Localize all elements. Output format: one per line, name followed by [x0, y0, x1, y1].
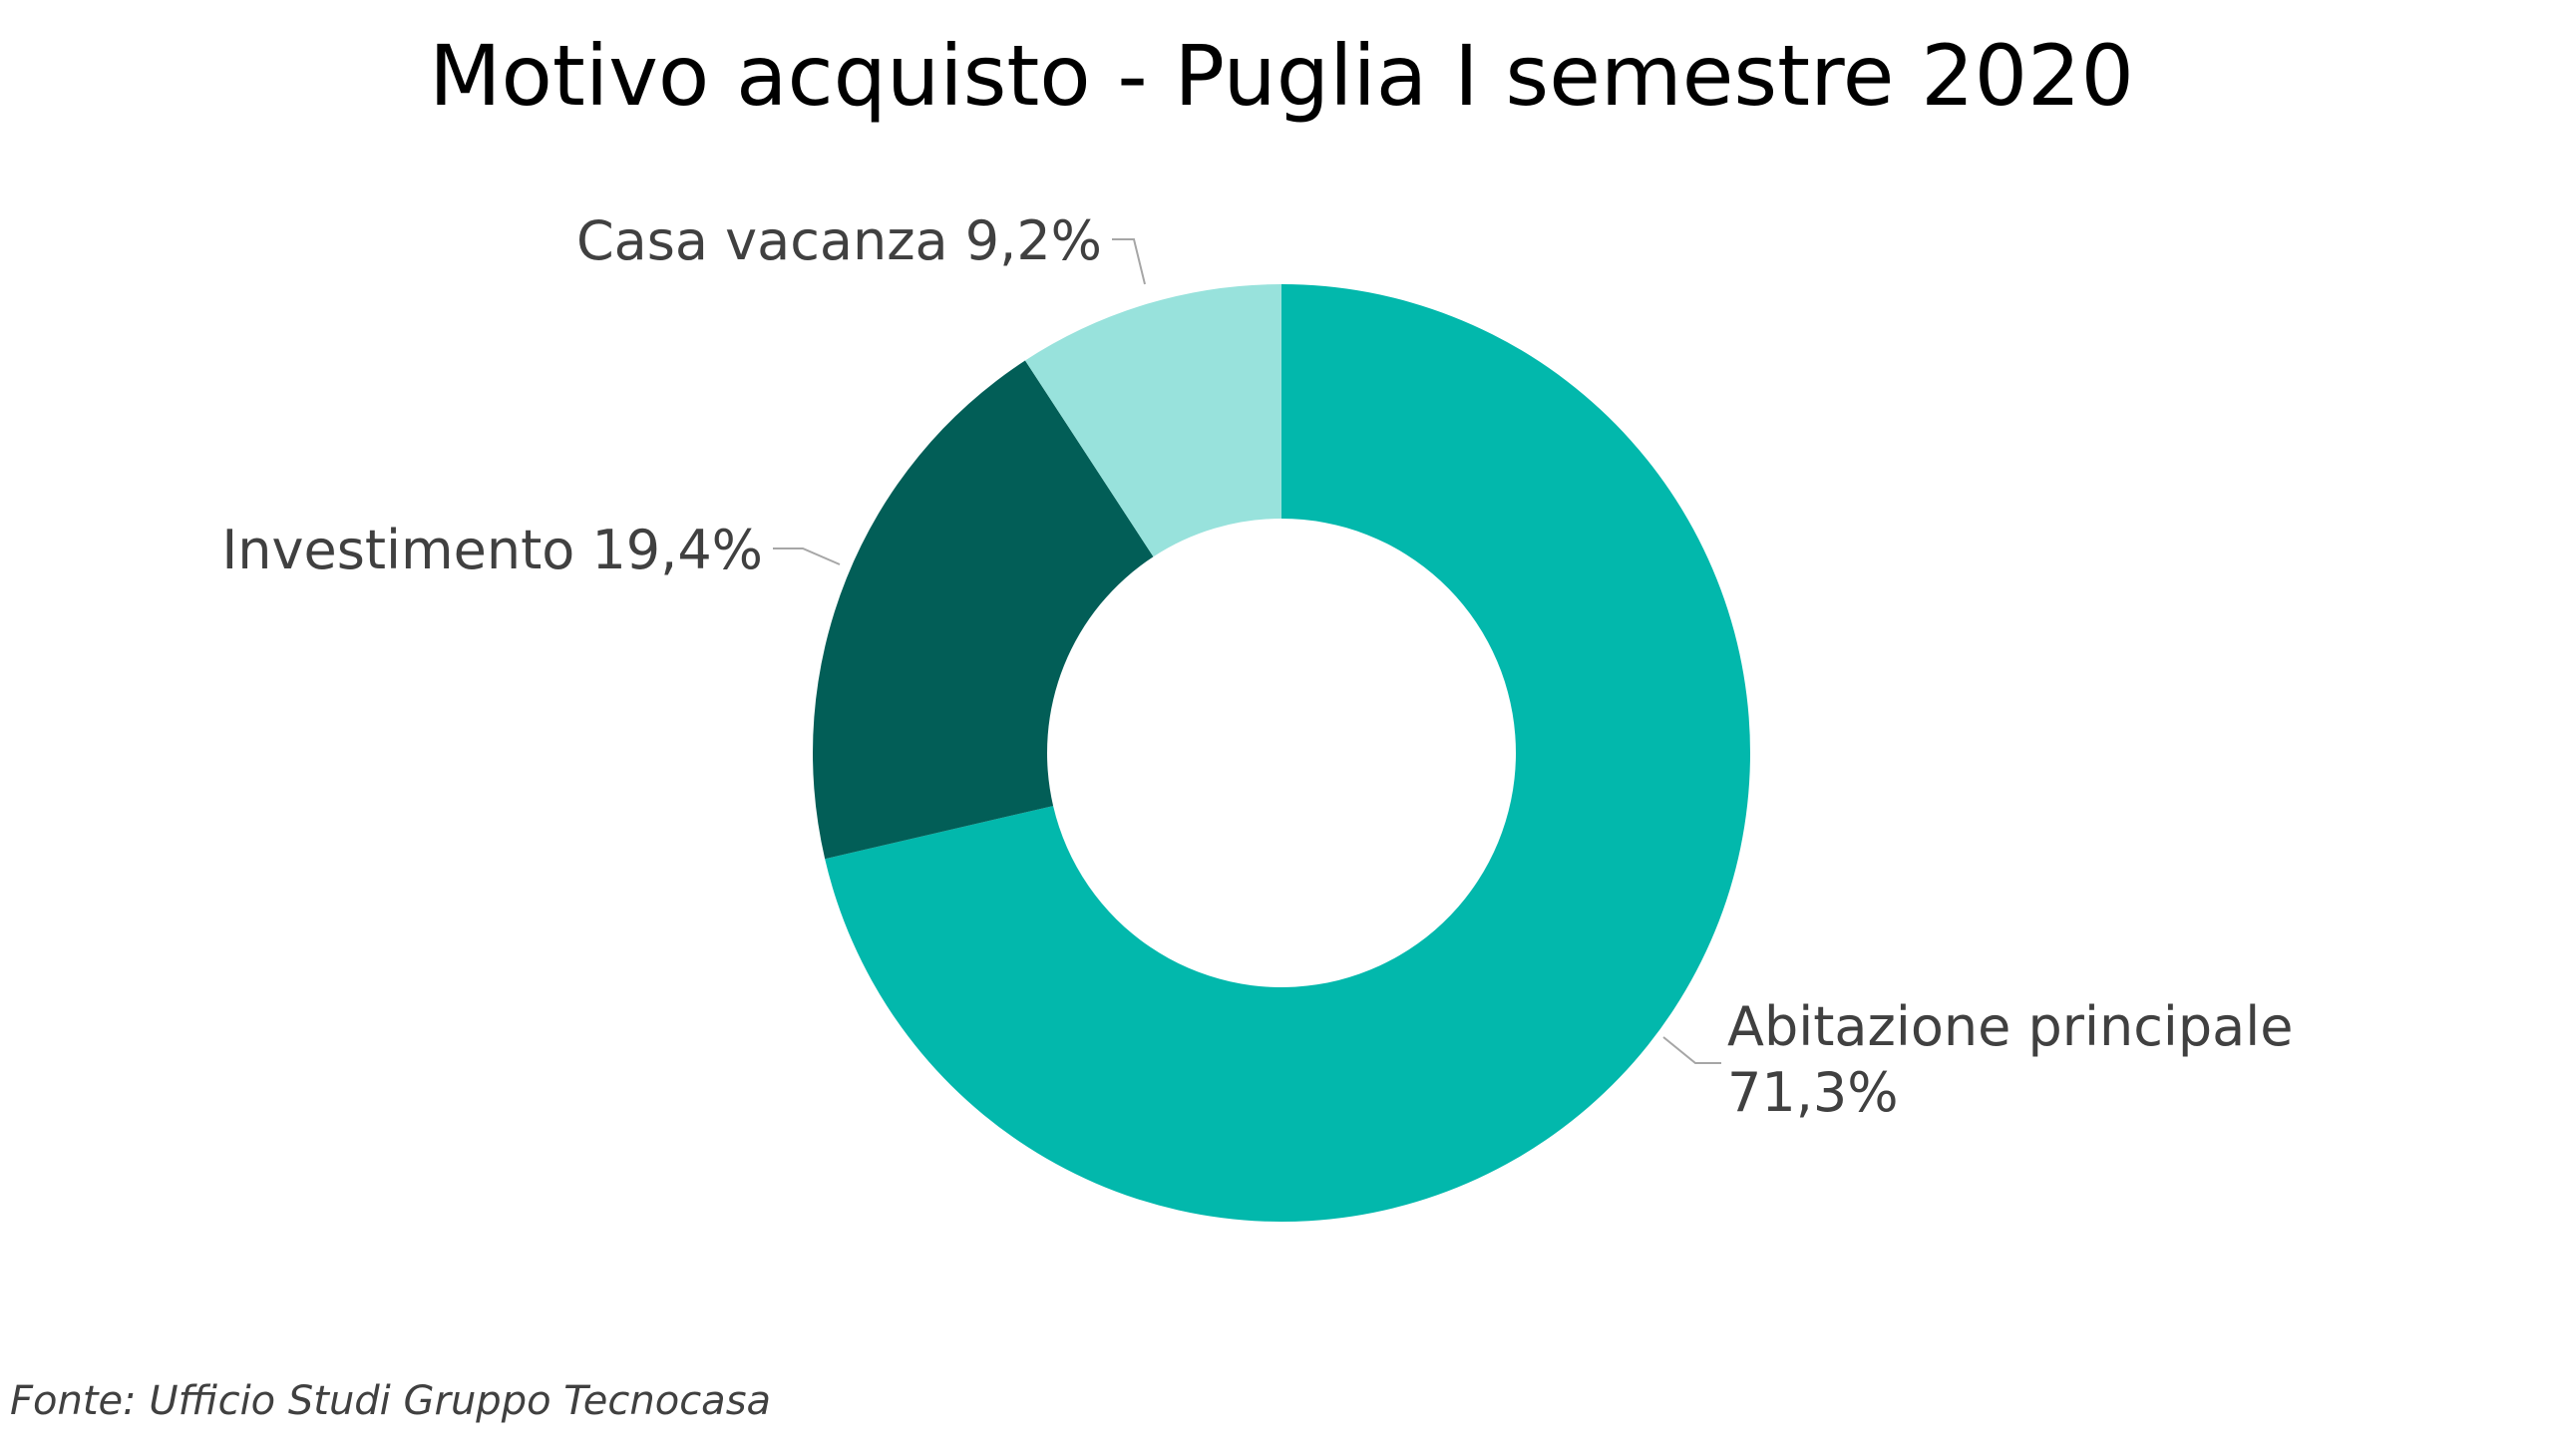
leader-line-investimento — [773, 547, 841, 565]
leader-line-abitazione-principale — [1662, 1036, 1721, 1064]
slice-label-casa-vacanza: Casa vacanza 9,2% — [576, 209, 1102, 272]
chart-title: Motivo acquisto - Puglia I semestre 2020 — [429, 27, 2134, 125]
slice-labels: Abitazione principale 71,3% Investimento 1… — [221, 209, 2293, 1124]
slice-investimento — [813, 360, 1154, 860]
leader-lines — [773, 238, 1721, 1064]
leader-line-casa-vacanza — [1112, 238, 1146, 285]
slice-label-investimento: Investimento 19,4% — [221, 519, 763, 581]
slice-label-abitazione-principale: Abitazione principale 71,3% — [1727, 995, 2293, 1124]
source-note: Fonte: Ufficio Studi Gruppo Tecnocasa — [10, 1378, 771, 1424]
slice-abitazione-principale — [825, 284, 1750, 1222]
donut-slices — [813, 284, 1750, 1222]
slice-casa-vacanza — [1024, 284, 1281, 557]
